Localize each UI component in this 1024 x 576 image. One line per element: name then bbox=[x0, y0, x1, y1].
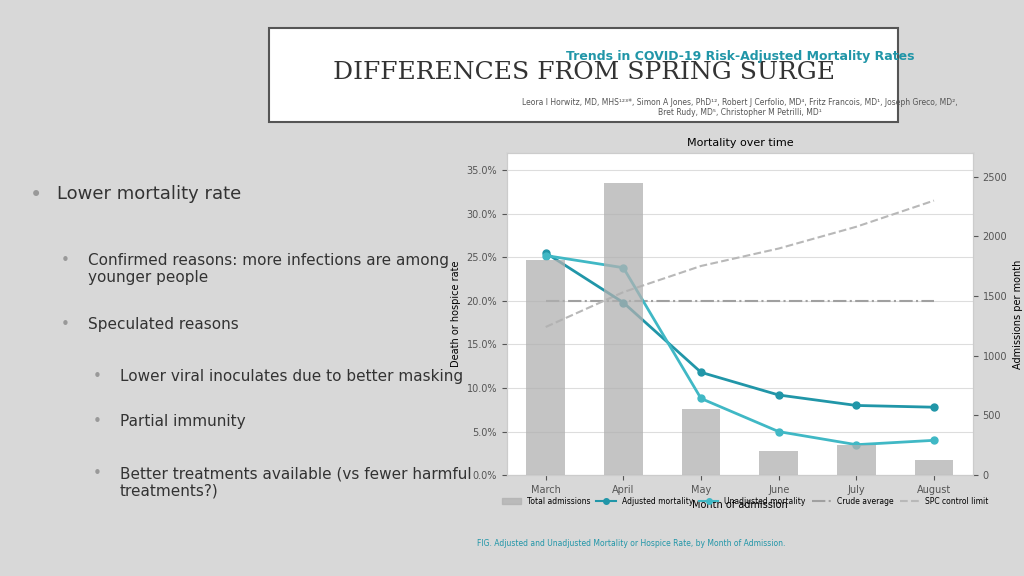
Title: Mortality over time: Mortality over time bbox=[686, 138, 794, 147]
Text: Trends in COVID-19 Risk-Adjusted Mortality Rates: Trends in COVID-19 Risk-Adjusted Mortali… bbox=[565, 50, 914, 63]
Text: Leora I Horwitz, MD, MHS¹²³*, Simon A Jones, PhD¹², Robert J Cerfolio, MD⁴, Frit: Leora I Horwitz, MD, MHS¹²³*, Simon A Jo… bbox=[522, 98, 957, 118]
Bar bbox=[526, 260, 565, 475]
Text: Lower mortality rate: Lower mortality rate bbox=[56, 185, 241, 203]
Bar bbox=[914, 460, 953, 475]
Text: Better treatments available (vs fewer harmful
treatments?): Better treatments available (vs fewer ha… bbox=[120, 467, 471, 499]
Text: •: • bbox=[92, 467, 101, 482]
Text: Partial immunity: Partial immunity bbox=[120, 414, 245, 429]
Bar bbox=[759, 452, 798, 475]
Text: •: • bbox=[61, 317, 70, 332]
Text: •: • bbox=[30, 185, 42, 206]
X-axis label: Month of admission: Month of admission bbox=[692, 501, 787, 510]
Y-axis label: Admissions per month: Admissions per month bbox=[1013, 259, 1023, 369]
Bar bbox=[837, 445, 876, 475]
Bar bbox=[682, 410, 721, 475]
Legend: Total admissions, Adjusted mortality, Unadjusted mortality, Crude average, SPC c: Total admissions, Adjusted mortality, Un… bbox=[499, 494, 991, 509]
Bar bbox=[604, 183, 643, 475]
Text: •: • bbox=[92, 369, 101, 384]
Text: •: • bbox=[61, 253, 70, 268]
Text: Lower viral inoculates due to better masking: Lower viral inoculates due to better mas… bbox=[120, 369, 463, 384]
Text: Confirmed reasons: more infections are among
younger people: Confirmed reasons: more infections are a… bbox=[88, 253, 450, 285]
FancyBboxPatch shape bbox=[269, 28, 898, 122]
Y-axis label: Death or hospice rate: Death or hospice rate bbox=[451, 261, 461, 367]
Text: •: • bbox=[92, 414, 101, 429]
Text: Speculated reasons: Speculated reasons bbox=[88, 317, 239, 332]
Text: DIFFERENCES FROM SPRING SURGE: DIFFERENCES FROM SPRING SURGE bbox=[333, 61, 835, 84]
Text: FIG. Adjusted and Unadjusted Mortality or Hospice Rate, by Month of Admission.: FIG. Adjusted and Unadjusted Mortality o… bbox=[477, 539, 785, 548]
